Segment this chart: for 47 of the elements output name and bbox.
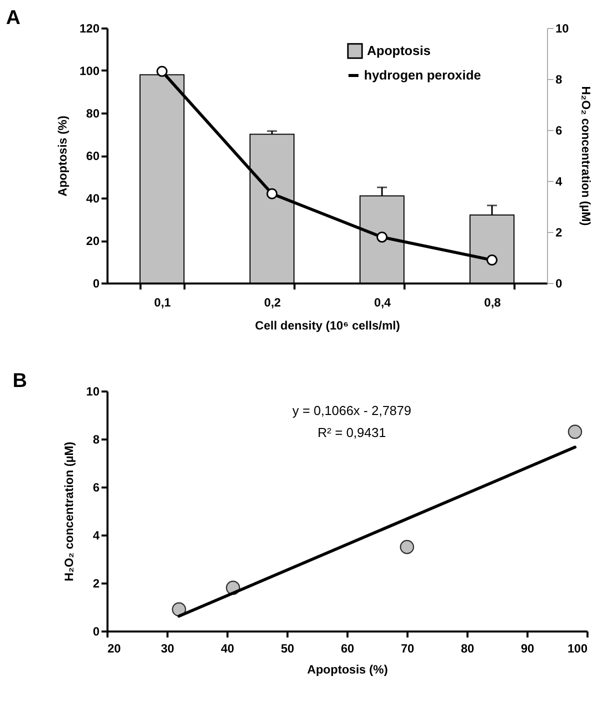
x-tick-label: 0,8 <box>484 296 502 310</box>
y-tick-label: 80 <box>86 106 100 120</box>
y-tick-label: 2 <box>92 576 100 590</box>
point <box>156 66 168 77</box>
x-tick-label: 30 <box>160 642 174 656</box>
x-tick-label: 0,4 <box>374 296 392 310</box>
x-tick-label: 40 <box>220 642 234 656</box>
y-axis-title: H₂O₂ concentration (µM) <box>62 442 76 582</box>
x-tick-label: 60 <box>340 642 354 656</box>
y-tick-label: 6 <box>92 480 100 494</box>
annotation: R² = 0,9431 <box>318 425 386 440</box>
legend-label: Apoptosis <box>367 43 431 58</box>
y-tick-label: 0 <box>92 624 100 638</box>
legend-label: hydrogen peroxide <box>364 68 482 82</box>
y-tick-label: 10 <box>86 384 100 398</box>
x-tick-label: 50 <box>280 642 294 656</box>
y-tick-label: 4 <box>92 528 100 542</box>
y-tick-label: 8 <box>92 432 100 446</box>
chart-title: A <box>6 7 20 29</box>
annotation: y = 0,1066x - 2,7879 <box>292 403 412 418</box>
y2-tick-label: 4 <box>556 174 562 188</box>
point <box>266 188 278 200</box>
point <box>486 254 498 266</box>
y-axis-title: Apoptosis (%) <box>55 116 70 196</box>
y-tick-label: 60 <box>86 149 100 163</box>
x-tick-label: 70 <box>400 642 414 656</box>
chart-title: B <box>12 370 28 392</box>
y-tick-label: 100 <box>79 64 100 78</box>
x-axis-title: Cell density (10⁶ cells/ml) <box>255 318 400 332</box>
y-tick-label: 120 <box>79 22 100 36</box>
x-tick-label: 0,2 <box>264 296 282 310</box>
y2-tick-label: 8 <box>556 72 562 86</box>
x-axis-title: Apoptosis (%) <box>307 662 388 676</box>
y2-tick-label: 6 <box>556 124 562 138</box>
point <box>376 232 388 243</box>
y2-tick-label: 0 <box>556 276 562 290</box>
y2-axis-title: H₂O₂ concentration (µM) <box>578 86 593 226</box>
y-tick-label: 20 <box>86 234 100 248</box>
x-tick-label: 80 <box>460 642 474 656</box>
x-tick-label: 90 <box>520 642 534 656</box>
y2-tick-label: 10 <box>556 22 570 36</box>
y-tick-label: 40 <box>86 192 100 206</box>
x-tick-label: 20 <box>108 642 122 656</box>
y2-tick-label: 2 <box>556 226 562 240</box>
x-tick-label: 0,1 <box>154 296 172 310</box>
x-tick-label: 100 <box>567 642 588 656</box>
y-tick-label: 0 <box>92 276 100 290</box>
